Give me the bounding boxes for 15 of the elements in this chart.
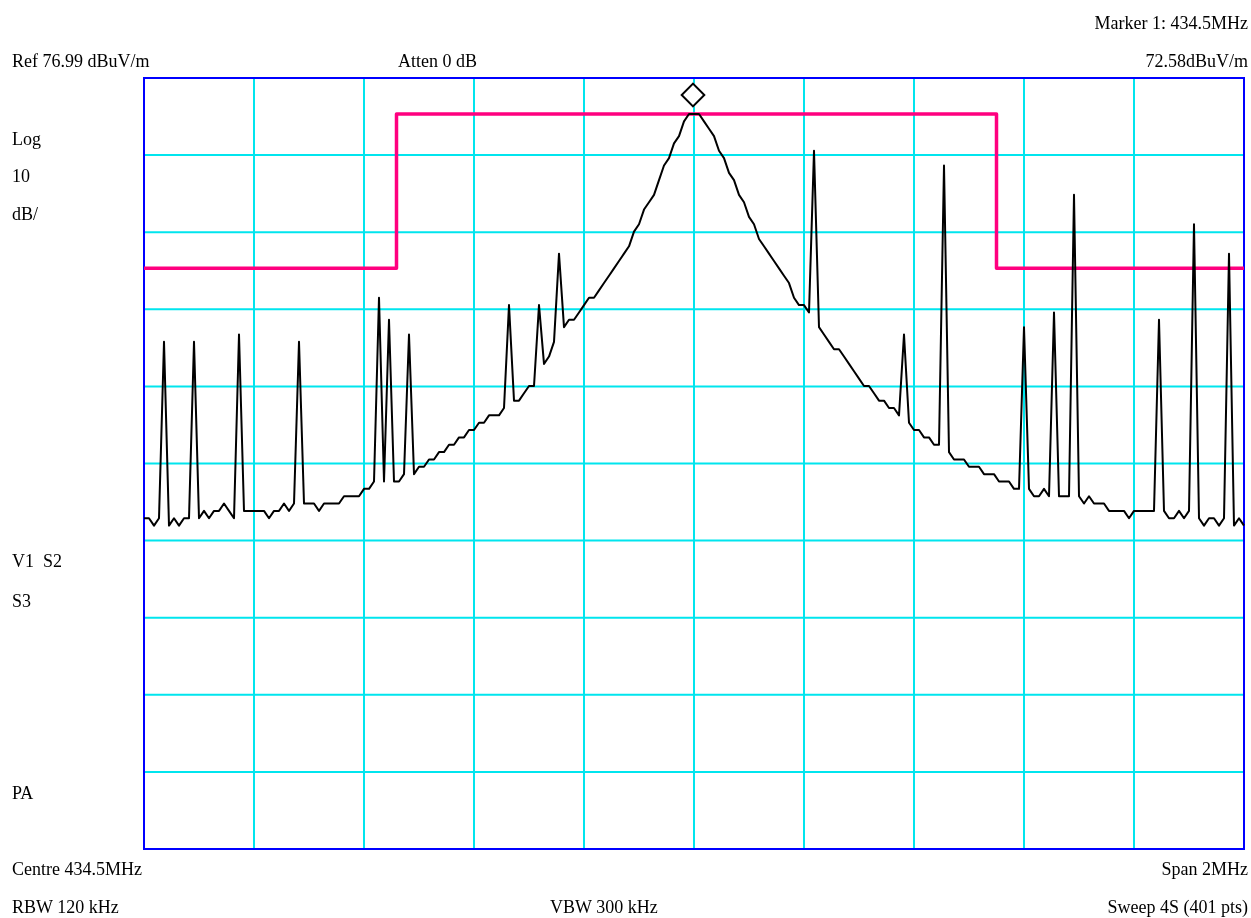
text: 72.58dBuV/m (1145, 51, 1248, 71)
text: dB/ (12, 204, 39, 224)
text: VBW 300 kHz (550, 897, 658, 917)
text: Centre 434.5MHz (12, 859, 142, 879)
text: Log (12, 129, 41, 149)
text: Sweep 4S (401 pts) (1107, 897, 1248, 917)
text: Atten 0 dB (398, 51, 477, 71)
text: Span 2MHz (1161, 859, 1248, 879)
text: S3 (12, 591, 32, 611)
text: Marker 1: 434.5MHz (1094, 13, 1248, 33)
text: 10 (12, 166, 30, 186)
text: V1 S2 (12, 551, 63, 571)
text: PA (12, 783, 34, 803)
text: RBW 120 kHz (12, 897, 119, 917)
text: Ref 76.99 dBuV/m (12, 51, 150, 71)
